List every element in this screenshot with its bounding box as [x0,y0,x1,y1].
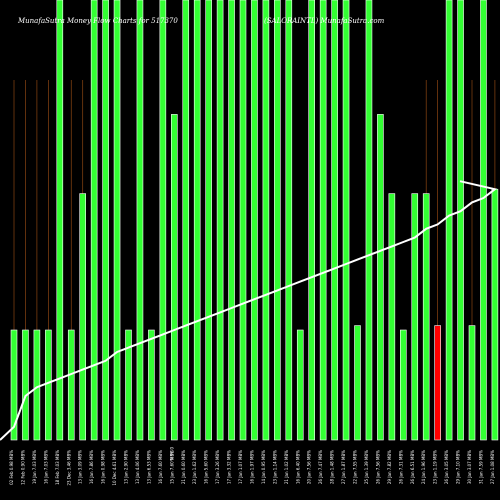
flow-bar [239,0,247,441]
x-tick-label: 27 Jan 1.87 MB% [341,450,346,484]
flow-bar [377,114,384,441]
x-tick-label: 13 Jan 4.06 MB% [135,450,140,484]
flow-bar [228,0,235,441]
chart-annotation: 0.76 % [169,447,174,461]
flow-bar [411,193,419,441]
flow-bar [388,193,396,441]
x-tick-label: 26 Jan 7.56 MB% [375,450,380,484]
x-tick-label: 14 Jan 0.95 MB% [261,450,266,484]
flow-bar [434,325,441,441]
flow-bar [10,329,18,441]
flow-bar [308,0,316,441]
x-tick-label: 13 Jan 2.90 MB% [124,450,129,484]
flow-bar [480,0,487,441]
flow-bar [148,329,155,441]
flow-bar [399,329,407,441]
flow-bar [22,329,29,441]
flow-bar [342,0,350,441]
x-tick-label: 21 Jan 1.02 MB% [284,450,289,484]
money-flow-line [0,180,498,441]
flow-bar [251,0,258,441]
x-tick-label: 23 Jan 1.19 MB% [433,450,438,484]
x-tick-label: 30 Jan 3.07 MB% [467,450,472,484]
x-tick-labels: 02 Feb 0.98 MB% 12 Feb 0.90 MB% 19 Jan 7.0… [9,450,495,486]
x-tick-label: 19 Jan 7.03 MB% [32,450,37,484]
x-tick-label: 16 Jan 7.03 MB% [43,450,48,484]
chart-title: MunafaSutra Money Flow Charts for 517370 [17,17,178,25]
x-tick-label: 29 Jan 7.82 MB% [387,450,392,484]
flow-bar [491,188,499,441]
x-tick-label: 15 Jan 7.60 MB% [169,450,174,484]
x-tick-label: 17 Jan 3.32 MB% [227,450,232,484]
flow-bar [67,329,75,441]
x-tick-label: 02 Feb 0.98 MB% [9,450,14,485]
x-tick-label: 12 Feb 0.90 MB% [20,450,25,485]
flow-bar [274,0,281,441]
flow-bar [33,329,41,441]
x-tick-label: 24 Jan 1.96 MB% [421,450,426,484]
x-tick-label: 26 Jan 6.51 MB% [410,450,415,484]
flow-bar [113,0,121,441]
x-tick-label: 23 Dec 3.46 MB% [66,450,71,486]
x-tick-label: 23 Jan 1.14 MB% [272,450,277,484]
x-tick-label: 17 Jan 3.26 MB% [215,450,220,484]
flow-bar [422,193,430,441]
x-tick-label: 13 Jan 6.53 MB% [146,450,151,484]
flow-bar [468,325,476,441]
x-tick-label: 16 Jan 7.86 MB% [89,450,94,484]
flow-bar [56,0,64,441]
flow-bar [296,329,304,441]
x-tick-label: 28 Jan 1.48 MB% [330,450,335,484]
flow-bar [182,0,190,441]
x-tick-label: 26 Jan 3.05 MB% [444,450,449,484]
bars-layer [10,0,499,441]
x-tick-label: 16 Jan 1.97 MB% [249,450,254,484]
x-tick-label: 16 Jan 6.40 MB% [295,450,300,484]
x-tick-label: 22 Jan 7.55 MB% [353,450,358,484]
x-tick-label: 31 Jan 7.59 MB% [478,450,483,484]
flow-bar [102,0,109,441]
flow-bar [136,0,144,441]
flow-bar [445,0,453,441]
x-tick-label: 16 Jan 0.98 MB% [101,450,106,484]
x-tick-label: 23 Jan 1.62 MB% [192,450,197,484]
flow-bar [79,193,86,441]
flow-bar [193,0,201,441]
flow-bar [457,0,464,441]
x-tick-label: 27 Jan 1.08 MB% [490,450,495,484]
flow-bar [90,0,98,441]
flow-bar [331,0,338,441]
flow-bar [159,0,167,441]
x-tick-label: 26 Jan 7.31 MB% [398,450,403,484]
x-tick-label: 17 Jan 1.07 MB% [238,450,243,484]
x-tick-label: 16 Jan 7.60 MB% [158,450,163,484]
x-tick-label: 21 Jan 0.60 MB% [181,450,186,484]
x-tick-label: 20 Jan 7.56 MB% [307,450,312,484]
x-tick-label: 29 Jan 7.10 MB% [456,450,461,484]
flow-bar [125,329,132,441]
flow-bar [354,325,361,441]
x-tick-label: 16 Jan 5.60 MB% [204,450,209,484]
chart-subtitle: (SALORAINTL) MunafaSutra.com [264,17,385,25]
flow-bar [205,0,212,441]
x-tick-label: 18 Feb 7.03 MB% [55,450,60,485]
x-tick-label: 26 Jan 7.47 MB% [318,450,323,484]
flow-bar [262,0,270,441]
flow-bar [216,0,224,441]
x-tick-label: 25 Jan 1.39 MB% [364,450,369,484]
flow-bar [319,0,327,441]
flow-bar [365,0,373,441]
flow-bar [285,0,293,441]
flow-bar [45,329,52,441]
flow-bar [171,114,178,441]
x-tick-label: 13 Jan 3.09 MB% [78,450,83,484]
x-tick-label: 10 Dec 4.61 MB% [112,450,117,486]
